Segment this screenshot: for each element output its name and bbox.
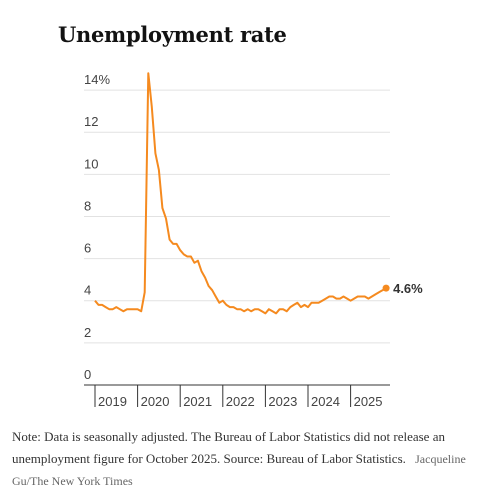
series-line [94,72,387,315]
x-tick-label: 2025 [354,394,383,409]
y-tick-label: 2 [84,325,91,340]
y-tick-label: 0 [84,367,91,382]
note-text: Note: Data is seasonally adjusted. The B… [12,429,445,466]
chart-note: Note: Data is seasonally adjusted. The B… [12,426,472,492]
x-tick-label: 2022 [226,394,255,409]
y-tick-label: 12 [84,114,98,129]
line-chart: 0 2 4 6 8 10 12 14% 2019 2020 2021 2022 2023 2024 202… [84,72,423,409]
x-tick-label: 2023 [268,394,297,409]
last-value-label: 4.6% [393,281,423,296]
last-point-marker [382,284,390,292]
y-tick-label: 10 [84,156,98,171]
y-tick-label: 14% [84,72,110,87]
y-tick-label: 6 [84,241,91,256]
x-tick-label: 2020 [141,394,170,409]
credit-text: Jacqueline Gu/The New York Times [12,452,466,488]
chart-title: Unemployment rate [58,22,287,47]
y-tick-label: 4 [84,283,91,298]
y-tick-label: 8 [84,198,91,213]
x-tick-label: 2021 [183,394,212,409]
x-tick-label: 2024 [311,394,340,409]
x-tick-label: 2019 [98,394,127,409]
